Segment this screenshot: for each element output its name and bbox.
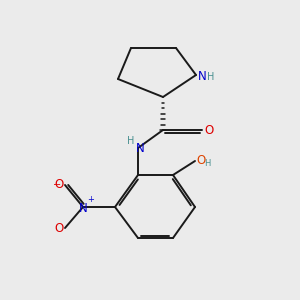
Text: H: H: [204, 158, 210, 167]
Text: O: O: [204, 124, 213, 136]
Text: N: N: [198, 70, 207, 83]
Text: H: H: [207, 72, 214, 82]
Text: O: O: [196, 154, 205, 167]
Text: N: N: [136, 142, 144, 155]
Text: N: N: [79, 202, 87, 214]
Text: −: −: [53, 180, 61, 190]
Text: O: O: [55, 221, 64, 235]
Text: +: +: [87, 195, 94, 204]
Text: O: O: [55, 178, 64, 191]
Text: H: H: [127, 136, 135, 146]
